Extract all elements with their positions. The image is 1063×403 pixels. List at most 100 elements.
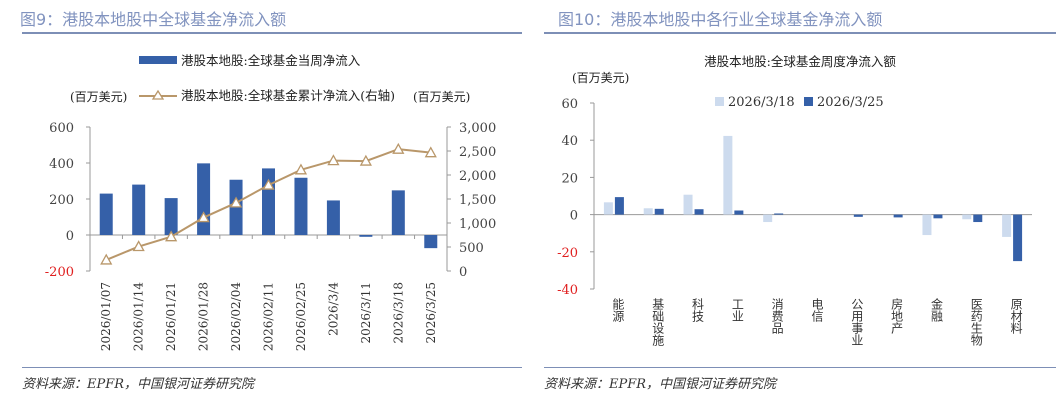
footer-divider (544, 367, 1056, 368)
sector-label: 能源 (611, 298, 625, 323)
weekly-inflow-bar (326, 200, 340, 235)
sector-label: 科技 (691, 298, 705, 322)
right-tick-label: 1,500 (459, 193, 496, 208)
legend-bar-label: 港股本地股:全球基金当周净流入 (181, 53, 361, 68)
sector-bar-2026-3-25 (734, 210, 744, 215)
cumulative-point-marker (327, 154, 340, 166)
sector-bar-2026-3-18 (763, 214, 773, 223)
sector-bar-2026-3-25 (1013, 214, 1023, 262)
sector-label: 原材料 (1009, 298, 1023, 334)
sector-bar-2026-3-18 (723, 135, 733, 215)
cumulative-point-marker (392, 142, 405, 154)
weekly-inflow-bar (197, 163, 211, 235)
left-tick-label: 200 (49, 193, 74, 208)
sector-label: 工业 (730, 298, 744, 322)
right-tick-label: 500 (459, 241, 484, 256)
sector-bar-2026-3-25 (654, 208, 664, 215)
title-divider (22, 32, 522, 34)
cumulative-point-marker (165, 230, 178, 242)
legend-triangle-marker (151, 89, 165, 100)
sector-label: 房地产 (890, 297, 904, 335)
right-tick-label: 0 (459, 265, 467, 280)
y-tick-label: 40 (561, 134, 578, 149)
weekly-inflow-bar (262, 168, 275, 235)
date-label: 2026/01/21 (164, 282, 178, 351)
sector-bar-2026-3-18 (643, 208, 653, 215)
left-panel: 图9：港股本地股中全球基金净流入额 港股本地股:全球基金当周净流入 港股本地股:全… (0, 0, 530, 403)
sector-bar-2026-3-25 (973, 214, 983, 223)
date-label: 2026/01/07 (99, 282, 113, 351)
sector-bar-2026-3-25 (853, 214, 863, 217)
axis-unit: (百万美元) (572, 71, 629, 85)
legend-line-label: 港股本地股:全球基金累计净流入(右轴) (181, 88, 395, 103)
weekly-inflow-bar (164, 198, 178, 235)
sector-label: 公用事业 (850, 298, 864, 346)
date-label: 2026/3/18 (391, 282, 405, 344)
footer-divider (22, 367, 522, 368)
legend-swatch-0325 (804, 97, 813, 106)
right-axis-unit: (百万美元) (413, 90, 470, 104)
date-label: 2026/3/11 (359, 282, 373, 344)
weekly-inflow-bar (391, 190, 405, 235)
left-tick-label: -200 (45, 265, 74, 280)
title-divider (544, 32, 1056, 34)
legend-swatch-0318 (715, 97, 724, 106)
date-label: 2026/3/25 (424, 282, 438, 344)
cumulative-point-marker (359, 154, 372, 166)
sector-label: 电信 (810, 298, 824, 323)
left-axis-unit: (百万美元) (70, 90, 127, 104)
chart-title: 港股本地股:全球基金周度净流入额 (704, 54, 896, 69)
right-panel: 图10：港股本地股中各行业全球基金净流入额 港股本地股:全球基金周度净流入额 (百… (538, 0, 1063, 403)
sector-bar-2026-3-25 (774, 213, 784, 215)
sector-bar-2026-3-25 (893, 214, 903, 218)
y-tick-label: -20 (557, 246, 578, 261)
cumulative-point-marker (424, 146, 437, 158)
date-label: 2026/01/14 (132, 282, 146, 352)
weekly-inflow-bar (359, 235, 373, 237)
cumulative-point-marker (197, 211, 210, 223)
date-label: 2026/02/04 (229, 282, 243, 352)
sector-label: 消费品 (770, 298, 784, 334)
left-tick-label: 600 (49, 121, 74, 136)
left-tick-label: 400 (49, 157, 74, 172)
source-note: 资料来源：EPFR，中国银河证券研究院 (544, 377, 777, 392)
weekly-inflow-bar (294, 177, 308, 235)
source-note: 资料来源：EPFR，中国银河证券研究院 (22, 377, 255, 392)
sector-bar-2026-3-25 (933, 214, 943, 219)
right-tick-label: 1,000 (459, 217, 496, 232)
sector-label: 金融 (929, 297, 943, 323)
figure-9-title: 图9：港股本地股中全球基金净流入额 (20, 10, 287, 29)
cumulative-point-marker (229, 196, 243, 208)
right-tick-label: 2,500 (459, 145, 496, 160)
legend-label-0318: 2026/3/18 (728, 95, 795, 110)
figure-10-title: 图10：港股本地股中各行业全球基金净流入额 (558, 10, 883, 29)
date-label: 2026/01/28 (197, 282, 211, 351)
y-tick-label: 60 (561, 97, 578, 112)
cumulative-point-marker (100, 253, 113, 265)
sector-bar-2026-3-18 (1002, 214, 1012, 237)
weekly-inflow-bar (132, 184, 146, 235)
sector-bar-2026-3-18 (683, 194, 693, 215)
legend-bar-swatch (139, 56, 177, 64)
right-tick-label: 2,000 (459, 169, 496, 184)
y-tick-label: 20 (561, 171, 578, 186)
date-label: 2026/02/11 (262, 282, 276, 351)
sector-label: 基础设施 (651, 298, 665, 346)
date-label: 2026/02/25 (294, 282, 308, 351)
cumulative-point-marker (262, 178, 275, 190)
weekly-inflow-bar (424, 235, 438, 249)
sector-bar-2026-3-18 (922, 214, 932, 236)
date-label: 2026/3/4 (326, 282, 340, 336)
cumulative-point-marker (294, 163, 308, 175)
y-tick-label: -40 (557, 283, 578, 298)
sector-label: 医药生物 (969, 298, 983, 346)
legend-label-0325: 2026/3/25 (817, 95, 884, 110)
chart-10: 港股本地股:全球基金周度净流入额 (百万美元) 2026/3/18 2026/3/25… (557, 54, 1032, 346)
y-tick-label: 0 (570, 209, 578, 224)
cumulative-point-marker (132, 240, 145, 252)
right-tick-label: 3,000 (459, 121, 496, 136)
weekly-inflow-bar (99, 193, 113, 235)
sector-bar-2026-3-18 (962, 214, 972, 220)
sector-bar-2026-3-25 (694, 209, 704, 215)
